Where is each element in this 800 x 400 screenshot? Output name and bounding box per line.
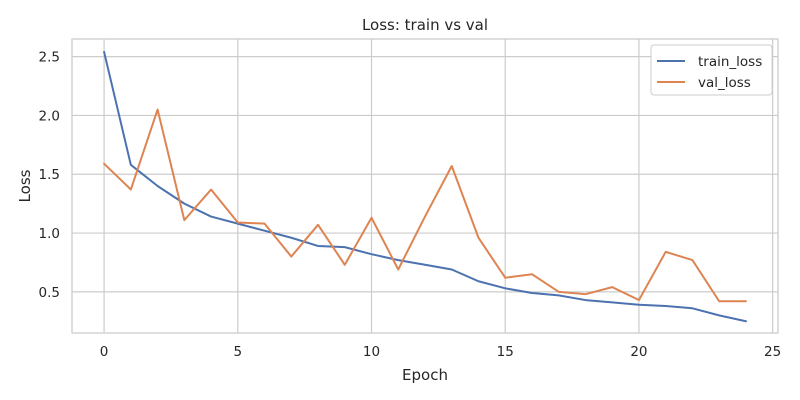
y-axis-label: Loss bbox=[16, 169, 34, 202]
axes-frame bbox=[71, 38, 779, 334]
y-tick-label: 1.5 bbox=[39, 167, 60, 183]
y-tick-label: 0.5 bbox=[39, 285, 60, 301]
legend-label: val_loss bbox=[698, 75, 751, 91]
x-tick-label: 10 bbox=[363, 344, 380, 360]
x-tick-label: 15 bbox=[497, 344, 514, 360]
x-tick-label: 5 bbox=[234, 344, 243, 360]
series-line-train-loss bbox=[103, 50, 747, 323]
legend-label: train_loss bbox=[698, 54, 762, 70]
x-tick-label: 0 bbox=[100, 344, 109, 360]
y-tick-label: 2.0 bbox=[39, 108, 60, 124]
x-tick-label: 20 bbox=[630, 344, 647, 360]
y-tick-labels: 0.5 1.0 1.5 2.0 2.5 bbox=[39, 50, 60, 301]
x-tick-labels: 0 5 10 15 20 25 bbox=[100, 344, 781, 360]
chart-title: Loss: train vs val bbox=[362, 16, 488, 34]
y-tick-label: 1.0 bbox=[39, 226, 60, 242]
x-tick-label: 25 bbox=[764, 344, 781, 360]
legend: train_loss val_loss bbox=[650, 44, 773, 96]
series-lines bbox=[103, 50, 747, 323]
grid bbox=[72, 39, 778, 333]
y-tick-label: 2.5 bbox=[39, 50, 60, 66]
x-axis-label: Epoch bbox=[402, 366, 448, 384]
series-line-val-loss bbox=[103, 108, 747, 303]
